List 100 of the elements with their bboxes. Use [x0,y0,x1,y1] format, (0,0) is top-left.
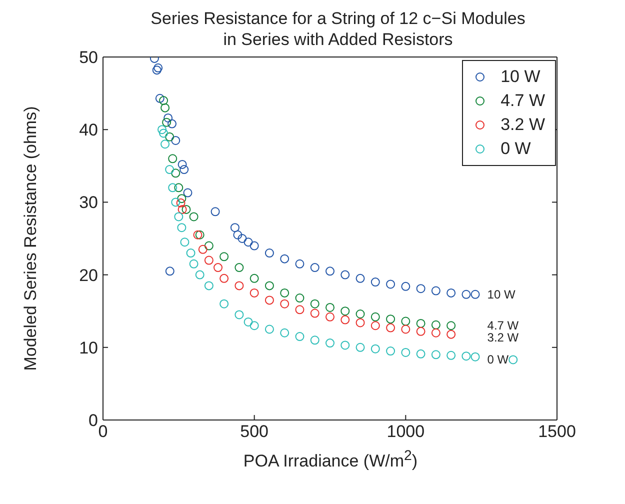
annotation: 4.7 W [487,318,520,333]
point [178,160,187,169]
annotation: 0 W [487,352,510,367]
point [386,314,396,324]
point [171,198,180,207]
point [214,263,223,272]
point [370,321,380,330]
point [326,312,334,322]
point [154,63,163,72]
point [158,125,167,134]
point [204,256,214,265]
point [416,326,426,336]
point [177,194,186,204]
point [280,288,290,298]
point [195,270,204,280]
point [160,103,170,112]
legend-label: 0 W [500,139,531,159]
point [416,349,426,358]
point [508,355,518,364]
point [386,346,396,356]
point [159,96,168,106]
point [220,252,229,262]
point [189,212,198,222]
x-tick-label: 500 [240,422,269,442]
point [198,244,208,254]
point [174,183,184,192]
point [164,113,173,122]
point [250,241,259,250]
point [204,281,214,290]
point [177,223,186,232]
point [210,207,220,216]
point [189,259,198,268]
point [431,350,440,360]
y-tick-label: 30 [79,193,98,212]
point [326,302,334,312]
x-tick-label: 1000 [386,422,425,442]
chart-title: Series Resistance for a String of 12 c−Si Modules in Series with Added Resistors [150,8,526,50]
point [326,266,334,276]
point [386,280,396,289]
point [310,308,320,318]
point [234,310,244,320]
point [401,282,410,291]
point [168,154,178,164]
point [162,118,172,127]
point [310,263,320,272]
point [280,299,290,308]
point [238,234,247,243]
point [178,204,187,214]
point [295,259,304,268]
point [180,165,189,174]
point [264,248,274,258]
point [155,94,164,103]
point [326,338,334,348]
y-axis-title: Modeled Series Resistance (ohms) [21,106,40,371]
point [244,238,253,247]
point [230,223,240,232]
point [340,340,350,350]
y-tick-label: 10 [79,338,98,358]
point [310,299,320,308]
point [462,352,471,361]
point [280,254,290,264]
point [295,332,304,342]
point [264,281,274,290]
point [244,317,253,326]
point [356,274,365,283]
y-tick-label: 50 [79,48,98,68]
point [160,140,170,149]
point [168,119,177,128]
point [204,241,214,250]
point [416,284,426,294]
point [416,318,426,328]
point [401,316,410,326]
point [182,204,191,214]
point [340,315,350,324]
point [165,165,174,174]
point [152,66,162,75]
point [446,288,456,298]
point [340,306,350,316]
point [168,183,178,192]
point [446,330,456,339]
point [356,318,365,328]
point [356,310,365,319]
annotation: 10 W [487,287,516,302]
point [186,248,196,258]
point [171,136,180,145]
point [250,274,259,283]
y-tick-label: 40 [79,120,98,140]
point [165,132,174,142]
point [220,299,229,308]
point [264,296,274,305]
point [356,342,365,352]
point [370,312,380,322]
y-tick-label: 20 [79,266,98,285]
point [171,168,180,178]
point [386,323,396,332]
point [250,288,259,298]
x-tick-label: 1500 [538,422,576,442]
point [401,324,410,334]
point [446,321,456,330]
legend-label: 3.2 W [500,115,545,135]
